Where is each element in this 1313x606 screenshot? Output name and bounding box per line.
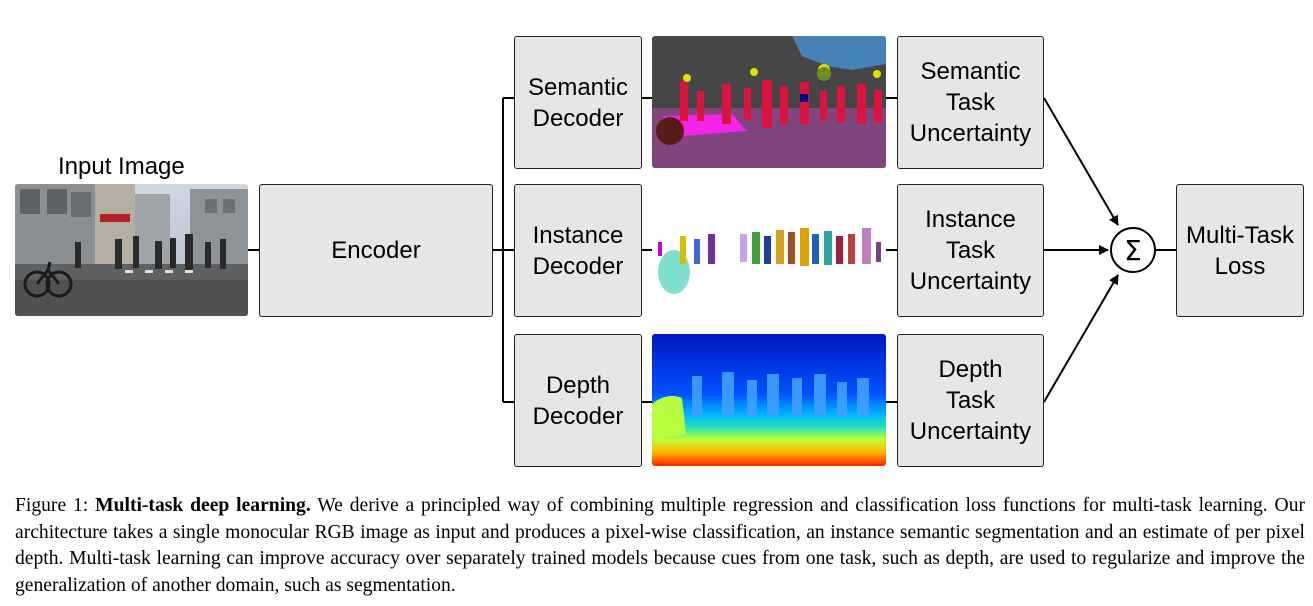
depth-output-image: [652, 334, 886, 466]
semantic-uncertainty-box: Semantic Task Uncertainty: [897, 36, 1044, 169]
instance-decoder-box: Instance Decoder: [514, 184, 642, 317]
instance-output-image: [652, 184, 886, 316]
caption-title: Multi-task deep learning.: [95, 495, 311, 516]
depth-uncertainty-box: Depth Task Uncertainty: [897, 334, 1044, 467]
instance-uncertainty-box: Instance Task Uncertainty: [897, 184, 1044, 317]
depth-decoder-box: Depth Decoder: [514, 334, 642, 467]
semantic-decoder-box: Semantic Decoder: [514, 36, 642, 169]
input-image: [15, 184, 248, 316]
semantic-to-sum-arrow: [1043, 97, 1119, 226]
sum-node-circle: [1110, 227, 1156, 273]
semantic-output-image: [652, 36, 886, 168]
input-image-label: Input Image: [58, 153, 185, 180]
multi-task-loss-box: Multi-Task Loss: [1176, 184, 1304, 317]
depth-to-sum-arrow: [1043, 274, 1119, 403]
figure-caption: Figure 1: Multi-task deep learning. We d…: [15, 493, 1305, 599]
caption-figure-label: Figure 1:: [15, 495, 89, 516]
caption-body: We derive a principled way of combining …: [15, 495, 1306, 596]
sum-symbol: Σ: [1124, 234, 1142, 267]
encoder-box: Encoder: [259, 184, 493, 317]
